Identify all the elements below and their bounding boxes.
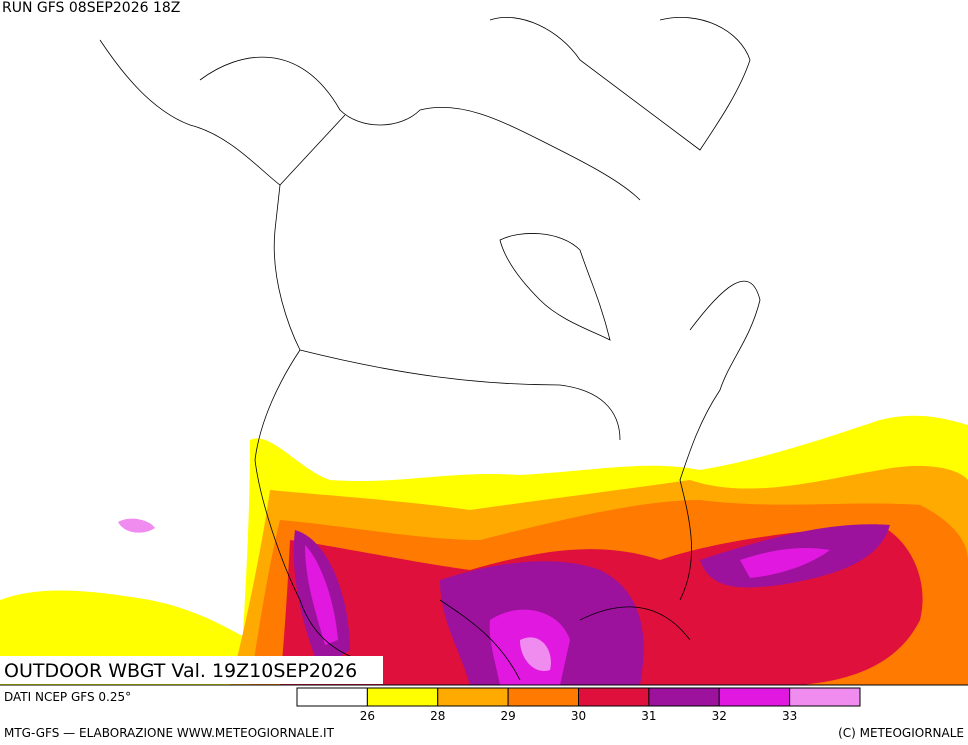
colorbar-segment: [648, 687, 720, 707]
colorbar-tick-label: 26: [360, 709, 375, 723]
colorbar-segment: [296, 687, 368, 707]
colorbar-segment: [507, 687, 579, 707]
wbgt-fields: [0, 415, 968, 685]
coastlines: [99, 17, 761, 681]
field-magenta: [305, 545, 830, 685]
colorbar-segment: [789, 687, 861, 707]
colorbar-tick-label: 33: [782, 709, 797, 723]
colorbar-segment: [718, 687, 791, 707]
colorbar-tick-label: 28: [430, 709, 445, 723]
colorbar-segment: [578, 687, 650, 707]
colorbar-tick-label: 30: [571, 709, 586, 723]
colorbar-tick-label: 32: [712, 709, 727, 723]
field-purple: [293, 524, 890, 685]
map-title: OUTDOOR WBGT Val. 19Z10SEP2026: [4, 660, 357, 682]
credit-label: MTG-GFS — ELABORAZIONE WWW.METEOGIORNALE…: [4, 726, 335, 740]
colorbar-tick-label: 29: [500, 709, 515, 723]
title-box: [0, 656, 383, 684]
source-label: DATI NCEP GFS 0.25°: [4, 690, 131, 704]
run-label: RUN GFS 08SEP2026 18Z: [2, 0, 180, 16]
colorbar: 26 28 29 30 31 32 33: [296, 687, 861, 723]
copyright-label: (C) METEOGIORNALE: [838, 726, 964, 740]
colorbar-tick-label: 31: [641, 709, 656, 723]
colorbar-segment: [437, 687, 509, 707]
colorbar-segment: [366, 687, 439, 707]
